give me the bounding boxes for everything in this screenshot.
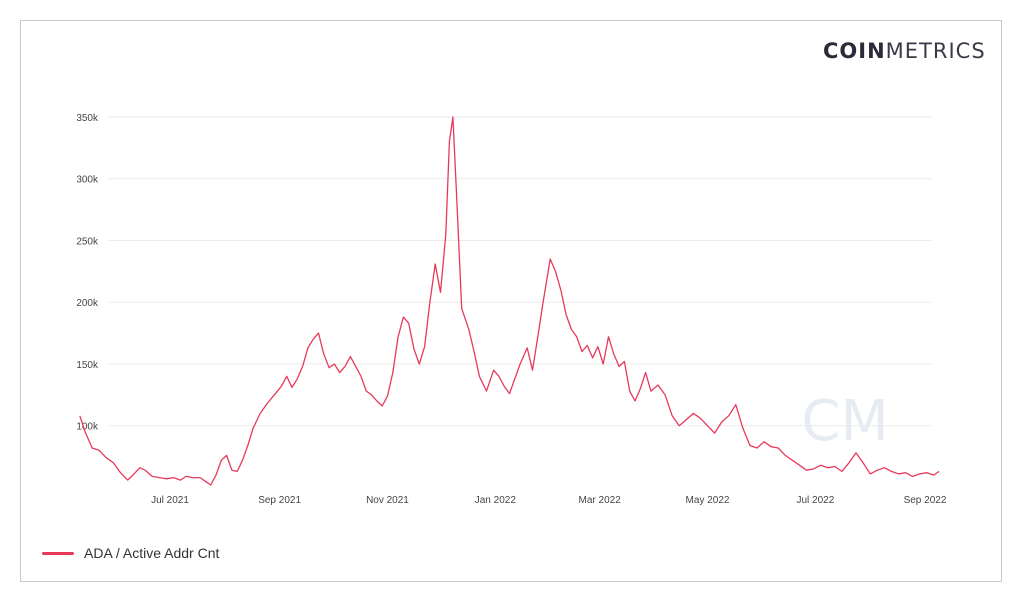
grid-lines [108, 116, 932, 427]
x-tick-label: May 2022 [686, 495, 730, 506]
x-tick-label: Jan 2022 [475, 495, 517, 506]
watermark-text: CM [801, 389, 888, 454]
logo-light-part: METRICS [885, 39, 986, 63]
y-tick-label: 150k [76, 360, 99, 371]
legend-swatch [42, 551, 74, 555]
legend: ADA / Active Addr Cnt [42, 545, 219, 561]
y-axis-ticks: 100k 150k 200k 250k 300k 350k [76, 113, 99, 433]
x-axis-ticks: Jul 2021 Sep 2021 Nov 2021 Jan 2022 Mar 2022… [151, 495, 947, 506]
x-tick-label: Jul 2022 [796, 495, 834, 506]
series-line [79, 116, 940, 486]
y-tick-label: 350k [76, 113, 99, 124]
y-tick-label: 200k [76, 298, 99, 309]
x-tick-label: Mar 2022 [579, 495, 622, 506]
x-tick-label: Nov 2021 [366, 495, 409, 506]
coinmetrics-logo: COINMETRICS [823, 39, 986, 63]
chart-frame [20, 20, 1002, 582]
y-tick-label: 300k [76, 175, 99, 186]
y-tick-label: 250k [76, 236, 99, 247]
legend-label: ADA / Active Addr Cnt [84, 545, 220, 561]
logo-bold-part: COIN [823, 39, 886, 63]
x-tick-label: Sep 2021 [258, 495, 301, 506]
x-tick-label: Jul 2021 [151, 495, 189, 506]
x-tick-label: Sep 2022 [904, 495, 947, 506]
y-tick-label: 100k [76, 422, 99, 433]
cm-watermark: CM [801, 389, 888, 454]
